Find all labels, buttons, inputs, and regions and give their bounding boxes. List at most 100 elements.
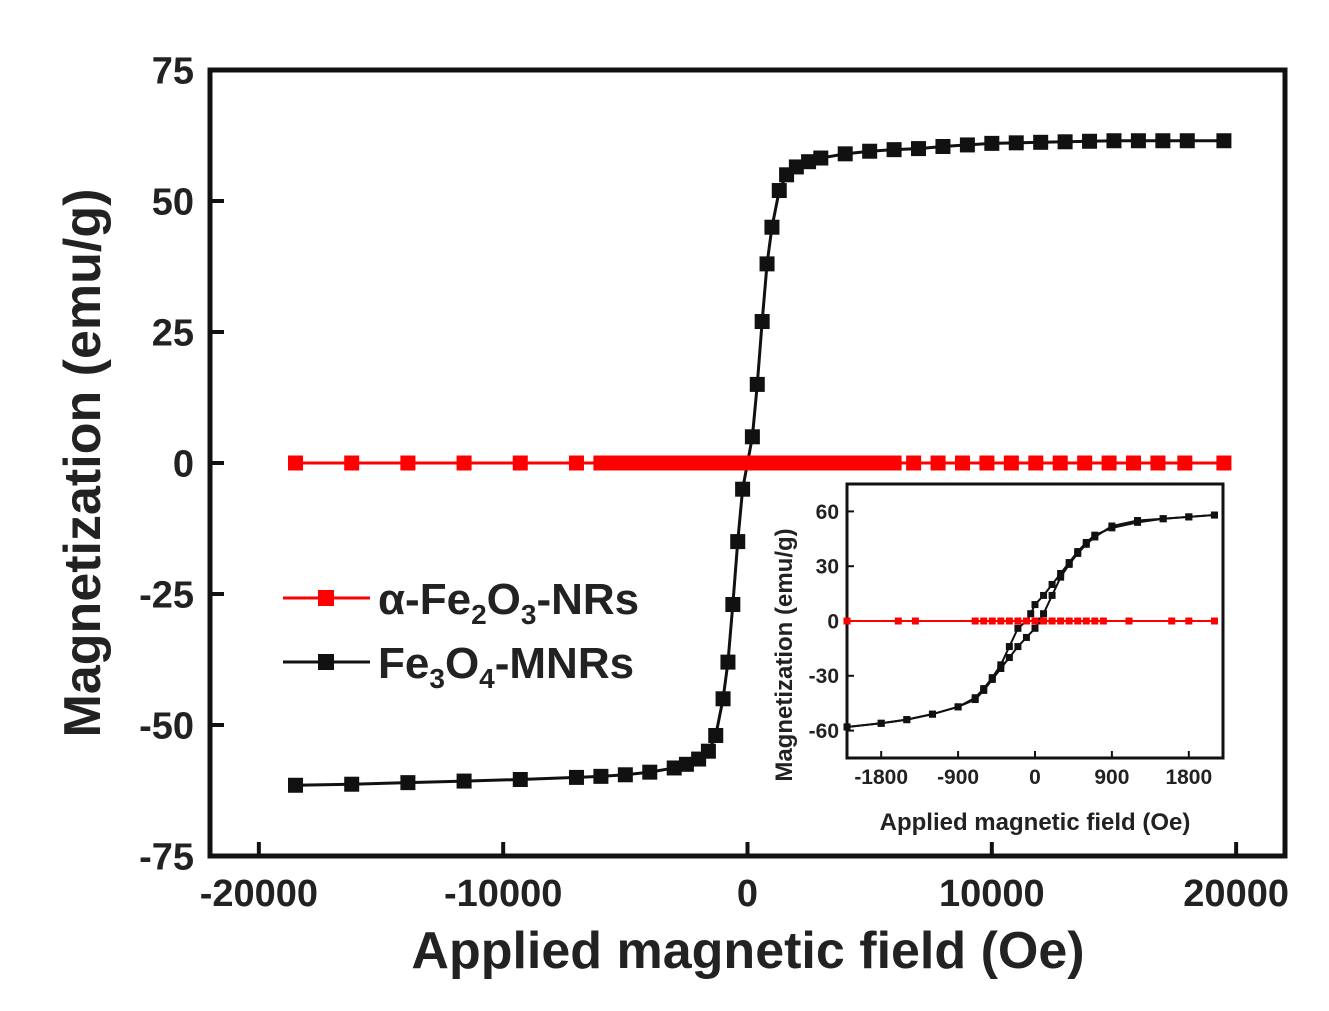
data-point--fe2o3-nrs bbox=[1065, 617, 1073, 625]
data-point-fe3o4-mnrs bbox=[730, 534, 746, 550]
y-tick-label: -25 bbox=[139, 574, 194, 616]
data-point-fe3o4-mnrs bbox=[1033, 134, 1049, 150]
data-point-fe3o4-mnrs bbox=[813, 150, 829, 166]
x-tick-label: -20000 bbox=[200, 873, 318, 915]
y-tick-label: 30 bbox=[816, 556, 839, 579]
y-tick-label: 50 bbox=[152, 181, 194, 223]
data-point--fe2o3-nrs bbox=[1216, 455, 1232, 471]
data-point--fe2o3-nrs bbox=[691, 455, 707, 471]
data-point-fe3o4-mnrs-branch-down bbox=[928, 710, 936, 718]
data-point-fe3o4-mnrs bbox=[744, 429, 760, 445]
data-point-fe3o4-mnrs bbox=[568, 769, 584, 785]
inset-series-group bbox=[843, 511, 1218, 731]
data-point-fe3o4-mnrs bbox=[1216, 133, 1232, 149]
data-point-fe3o4-mnrs bbox=[1106, 133, 1122, 149]
data-point-fe3o4-mnrs-branch-up bbox=[1014, 643, 1022, 651]
data-point--fe2o3-nrs bbox=[874, 455, 890, 471]
legend: α-Fe2O3-NRs Fe3O4-MNRs bbox=[283, 575, 639, 694]
data-point--fe2o3-nrs bbox=[886, 455, 902, 471]
data-point-fe3o4-mnrs bbox=[344, 776, 360, 792]
data-point-fe3o4-mnrs-branch-down bbox=[997, 661, 1005, 669]
y-tick-label: 25 bbox=[152, 312, 194, 354]
data-point--fe2o3-nrs bbox=[1028, 455, 1044, 471]
data-point-fe3o4-mnrs-branch-down bbox=[1031, 601, 1039, 609]
data-point-fe3o4-mnrs bbox=[1179, 133, 1195, 149]
data-point-fe3o4-mnrs-branch-down bbox=[1210, 511, 1218, 519]
inset-chart: -1800 -900 0 900 1800 -60 -30 0 30 60 Applied mag… bbox=[771, 482, 1225, 836]
data-point--fe2o3-nrs bbox=[703, 455, 719, 471]
inset-x-axis-title: Applied magnetic field (Oe) bbox=[880, 809, 1191, 836]
data-point--fe2o3-nrs bbox=[1168, 617, 1176, 625]
data-point-fe3o4-mnrs bbox=[1082, 133, 1098, 149]
data-point-fe3o4-mnrs-branch-down bbox=[980, 685, 988, 693]
data-point--fe2o3-nrs bbox=[911, 617, 919, 625]
data-point--fe2o3-nrs bbox=[1125, 617, 1133, 625]
data-point--fe2o3-nrs bbox=[980, 617, 988, 625]
data-point--fe2o3-nrs bbox=[1099, 617, 1107, 625]
y-tick-label: -30 bbox=[809, 665, 839, 688]
data-point--fe2o3-nrs bbox=[1126, 455, 1142, 471]
x-tick-label: 20000 bbox=[1183, 873, 1289, 915]
data-point-fe3o4-mnrs bbox=[678, 756, 694, 772]
data-point--fe2o3-nrs bbox=[813, 455, 829, 471]
x-tick-label: -1800 bbox=[854, 766, 908, 789]
data-point--fe2o3-nrs bbox=[764, 455, 780, 471]
data-point--fe2o3-nrs bbox=[512, 455, 528, 471]
data-point--fe2o3-nrs bbox=[843, 617, 851, 625]
inset-y-axis-title: Magnetization (emu/g) bbox=[771, 528, 798, 781]
data-point--fe2o3-nrs bbox=[1040, 617, 1048, 625]
data-point--fe2o3-nrs bbox=[288, 455, 304, 471]
data-point--fe2o3-nrs bbox=[1185, 617, 1193, 625]
data-point--fe2o3-nrs bbox=[642, 455, 658, 471]
data-point-fe3o4-mnrs-branch-down bbox=[1040, 591, 1048, 599]
data-point--fe2o3-nrs bbox=[593, 455, 609, 471]
data-point--fe2o3-nrs bbox=[1177, 455, 1193, 471]
legend-entry-hematite: α-Fe2O3-NRs bbox=[283, 575, 639, 630]
data-point-fe3o4-mnrs bbox=[935, 139, 951, 155]
y-tick-label: 0 bbox=[173, 443, 194, 485]
data-point-fe3o4-mnrs bbox=[764, 219, 780, 235]
data-point--fe2o3-nrs bbox=[1101, 455, 1117, 471]
data-point-fe3o4-mnrs-branch-down bbox=[1027, 610, 1035, 618]
data-point--fe2o3-nrs bbox=[678, 455, 694, 471]
y-tick-label: -60 bbox=[809, 720, 839, 743]
data-point--fe2o3-nrs bbox=[344, 455, 360, 471]
data-point--fe2o3-nrs bbox=[1005, 617, 1013, 625]
data-point-fe3o4-mnrs bbox=[1057, 134, 1073, 150]
data-point--fe2o3-nrs bbox=[788, 455, 804, 471]
data-point-fe3o4-mnrs bbox=[837, 146, 853, 162]
data-point--fe2o3-nrs bbox=[988, 617, 996, 625]
data-point-fe3o4-mnrs-branch-down bbox=[1108, 524, 1116, 532]
data-point-fe3o4-mnrs-branch-down bbox=[1091, 531, 1099, 539]
data-point--fe2o3-nrs bbox=[971, 617, 979, 625]
data-point--fe2o3-nrs bbox=[1057, 617, 1065, 625]
data-point-fe3o4-mnrs bbox=[771, 183, 787, 199]
data-point--fe2o3-nrs bbox=[1210, 617, 1218, 625]
data-point--fe2o3-nrs bbox=[1048, 617, 1056, 625]
data-point-fe3o4-mnrs-branch-down bbox=[877, 719, 885, 727]
data-point--fe2o3-nrs bbox=[837, 455, 853, 471]
y-tick-label: -50 bbox=[139, 705, 194, 747]
legend-entry-magnetite: Fe3O4-MNRs bbox=[283, 639, 634, 694]
legend-marker-magnetite bbox=[318, 654, 334, 670]
y-tick-label: 0 bbox=[827, 610, 839, 633]
data-point-fe3o4-mnrs-branch-down bbox=[1048, 580, 1056, 588]
data-point--fe2o3-nrs bbox=[752, 455, 768, 471]
data-point-fe3o4-mnrs bbox=[642, 764, 658, 780]
data-point-fe3o4-mnrs bbox=[788, 159, 804, 175]
legend-label-hematite: α-Fe2O3-NRs bbox=[378, 575, 639, 630]
data-point-fe3o4-mnrs-branch-down bbox=[1074, 548, 1082, 556]
data-point-fe3o4-mnrs-branch-down bbox=[843, 723, 851, 731]
data-point-fe3o4-mnrs bbox=[735, 481, 751, 497]
data-point-fe3o4-mnrs-branch-down bbox=[1057, 570, 1065, 578]
main-x-axis-title: Applied magnetic field (Oe) bbox=[411, 922, 1084, 980]
data-point-fe3o4-mnrs bbox=[666, 760, 682, 776]
data-point-fe3o4-mnrs bbox=[862, 143, 878, 159]
data-point--fe2o3-nrs bbox=[776, 455, 792, 471]
y-tick-label: 75 bbox=[152, 50, 194, 92]
data-point-fe3o4-mnrs-branch-down bbox=[1014, 624, 1022, 632]
data-point--fe2o3-nrs bbox=[617, 455, 633, 471]
data-point--fe2o3-nrs bbox=[1052, 455, 1068, 471]
x-tick-label: 10000 bbox=[939, 873, 1045, 915]
